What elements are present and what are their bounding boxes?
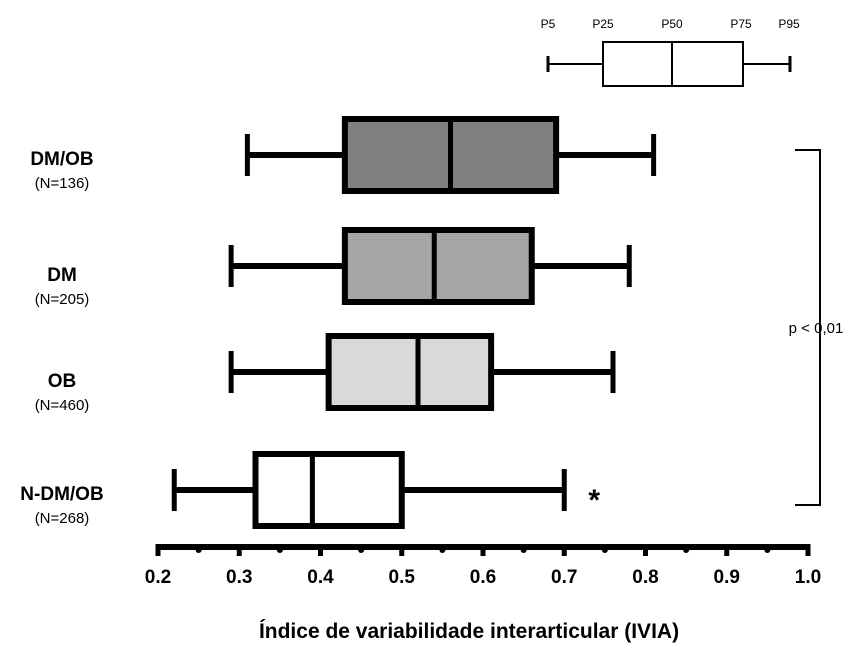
- legend: P5 P25 P50 P75 P95: [541, 17, 800, 87]
- x-tick-label: 0.7: [551, 567, 577, 588]
- x-tick-minor: [276, 547, 283, 553]
- x-tick-minor: [195, 547, 202, 553]
- group-label-n-dm-ob: N-DM/OB: [20, 484, 103, 505]
- group-n-dm-ob: (N=136): [35, 175, 90, 192]
- group-n-ob: (N=460): [35, 397, 90, 414]
- significance-marker-n-dm-ob: *: [588, 484, 600, 517]
- x-tick-label: 0.5: [389, 567, 416, 588]
- group-n-dm: (N=205): [35, 291, 90, 308]
- x-tick-minor: [358, 547, 365, 553]
- x-axis: 0.2 0.3 0.4 0.5 0.6 0.7 0.8 0.9 1.0: [145, 544, 821, 588]
- box-group-dm-ob: [244, 116, 657, 194]
- legend-label-p75: P75: [730, 17, 752, 31]
- x-tick-label: 0.3: [226, 567, 252, 588]
- box-dm: [341, 227, 535, 305]
- x-tick-label: 0.4: [307, 567, 334, 588]
- group-label-dm: DM: [47, 265, 77, 286]
- bracket-line: [795, 149, 821, 506]
- box-n-dm-ob: [252, 451, 405, 529]
- x-tick-label: 0.8: [632, 567, 658, 588]
- x-axis-title: Índice de variabilidade interarticular (…: [259, 620, 679, 643]
- p-value-label: p < 0,01: [789, 320, 844, 337]
- group-label-dm-ob: DM/OB: [30, 149, 93, 170]
- legend-label-p5: P5: [541, 17, 556, 31]
- significance-bracket: p < 0,01: [789, 149, 844, 506]
- x-tick-label: 0.6: [470, 567, 496, 588]
- x-tick-minor: [764, 547, 771, 553]
- group-n-n-dm-ob: (N=268): [35, 510, 90, 527]
- legend-label-p50: P50: [661, 17, 683, 31]
- box-group-ob: [228, 333, 616, 411]
- x-tick-minor: [439, 547, 446, 553]
- x-tick-label: 1.0: [795, 567, 821, 588]
- x-tick-label: 0.2: [145, 567, 171, 588]
- legend-label-p25: P25: [592, 17, 614, 31]
- x-tick-minor: [683, 547, 690, 553]
- boxes: *: [171, 116, 657, 529]
- x-tick-minor: [601, 547, 608, 553]
- box-group-dm: [228, 227, 632, 305]
- x-tick-minor: [520, 547, 527, 553]
- box-group-n-dm-ob: *: [171, 451, 600, 529]
- group-label-ob: OB: [48, 371, 77, 392]
- box-ob: [325, 333, 495, 411]
- legend-label-p95: P95: [778, 17, 800, 31]
- group-labels: DM/OB (N=136) DM (N=205) OB (N=460) N-DM…: [20, 149, 103, 527]
- x-tick-label: 0.9: [714, 567, 740, 588]
